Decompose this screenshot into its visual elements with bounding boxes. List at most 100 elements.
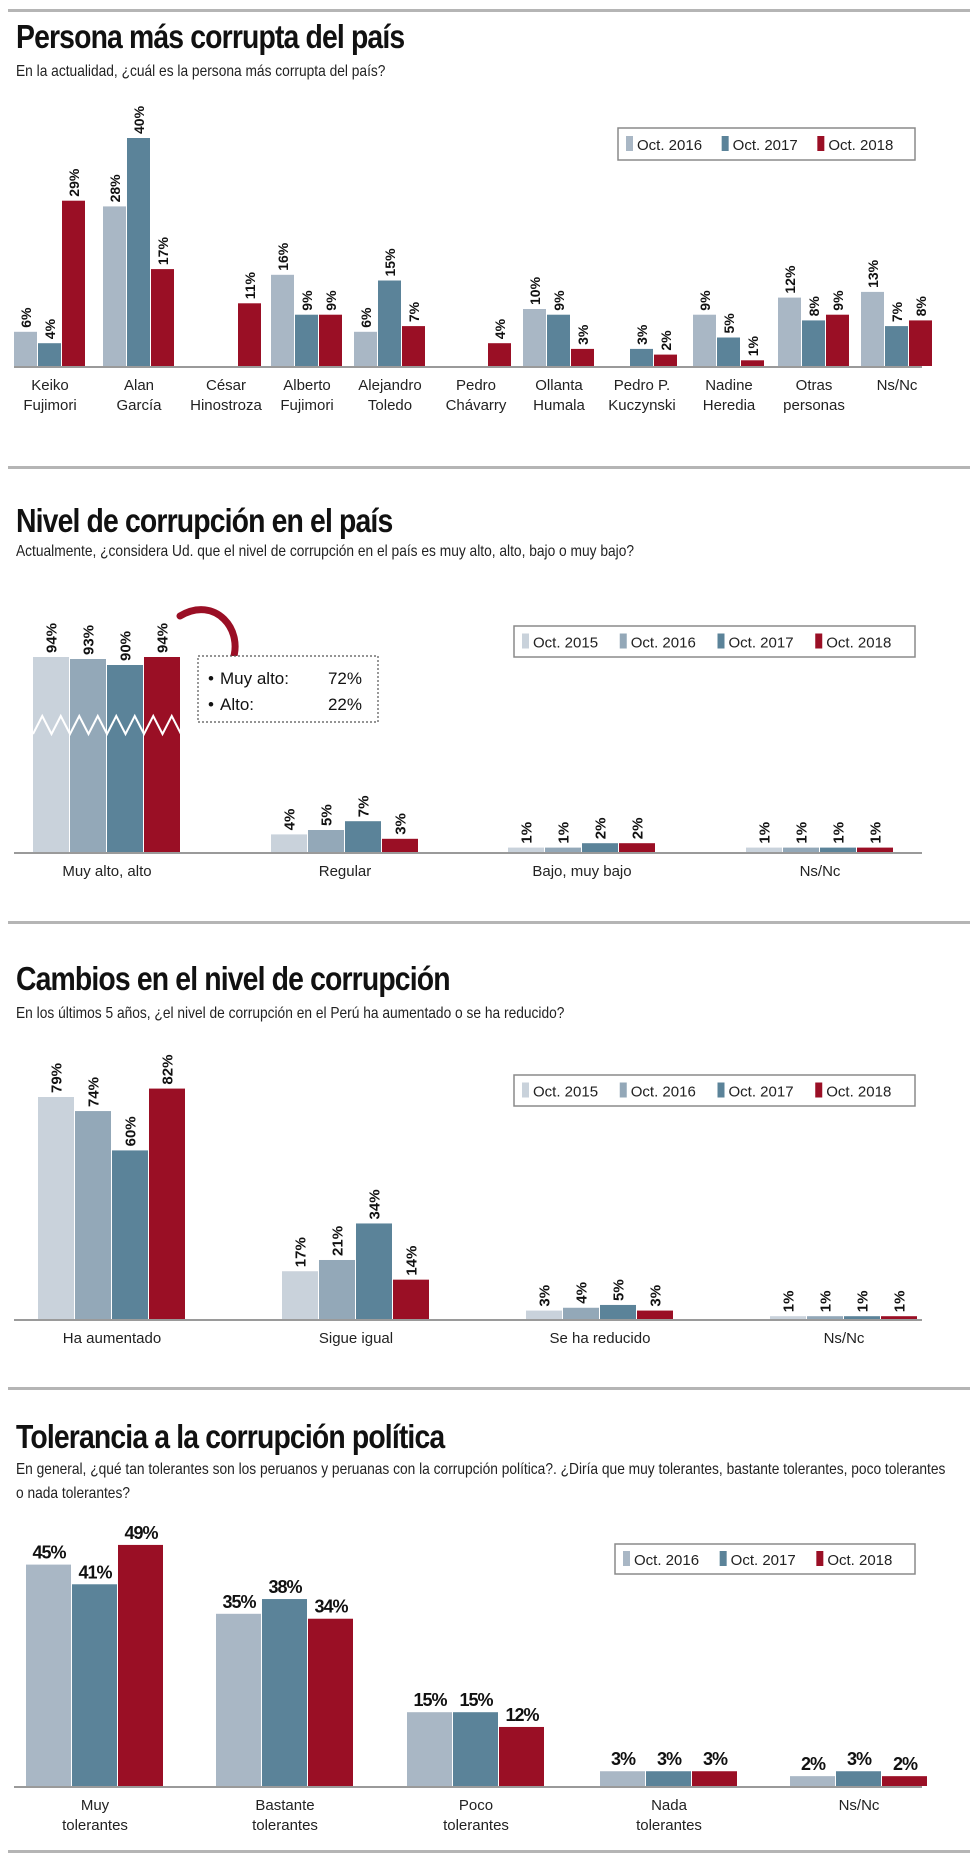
data-label: 4% (492, 318, 508, 339)
legend-swatch (815, 1082, 823, 1098)
bar-oct-2017 (802, 320, 825, 366)
data-label: 74% (86, 1077, 103, 1107)
bar-oct-2018 (619, 843, 655, 852)
bar-oct-2017 (38, 343, 61, 366)
bar-oct-2017 (107, 665, 143, 852)
bar-oct-2016 (354, 331, 377, 366)
data-label: 11% (242, 272, 258, 300)
bar-oct-2015 (770, 1316, 806, 1319)
callout-value: 22% (328, 695, 362, 714)
data-label: 21% (330, 1226, 347, 1256)
legend-label: Oct. 2015 (533, 1084, 598, 1101)
callout-value: 72% (328, 669, 362, 688)
data-label: 35% (222, 1592, 256, 1612)
category-label: Nadine (705, 377, 753, 394)
data-label: 4% (574, 1282, 591, 1304)
bar-oct-2017 (885, 326, 908, 366)
category-label: Otras (796, 377, 833, 394)
data-label: 6% (358, 307, 374, 328)
bar-oct-2016 (807, 1316, 843, 1319)
data-label: 3% (703, 1749, 728, 1769)
bar-oct-2016 (778, 297, 801, 366)
legend-label: Oct. 2016 (631, 635, 696, 652)
bar-oct-2018 (308, 1618, 353, 1786)
data-label: 3% (634, 324, 650, 345)
bar-oct-2017 (112, 1150, 148, 1319)
category-label: Pedro (456, 377, 496, 394)
data-label: 17% (293, 1237, 310, 1267)
data-label: 8% (806, 296, 822, 317)
category-label: Pedro P. (614, 377, 670, 394)
data-label: 3% (575, 324, 591, 345)
legend-box (617, 127, 916, 161)
bar-oct-2017 (844, 1316, 880, 1319)
data-label: 8% (913, 296, 929, 317)
data-label: 82% (160, 1055, 177, 1085)
data-label: 3% (393, 813, 410, 835)
chart-1-subtitle: En la actualidad, ¿cuál es la persona má… (16, 63, 386, 80)
data-label: 7% (356, 796, 373, 818)
data-label: 12% (782, 265, 798, 294)
category-label: Bajo, muy bajo (532, 863, 631, 880)
data-label: 9% (830, 290, 846, 311)
bar-oct-2018 (882, 1776, 927, 1786)
bar-oct-2017 (836, 1771, 881, 1786)
bar-oct-2018 (151, 269, 174, 366)
bar-oct-2015 (282, 1271, 318, 1319)
category-label: Ollanta (535, 377, 583, 394)
bar-oct-2018 (402, 326, 425, 366)
category-label: tolerantes (252, 1817, 318, 1834)
bar-oct-2018 (499, 1726, 544, 1786)
legend-label: Oct. 2017 (729, 1084, 794, 1101)
data-label: 15% (413, 1690, 447, 1710)
data-label: 3% (648, 1285, 665, 1307)
data-label: 94% (44, 623, 61, 653)
category-label: Bastante (255, 1797, 314, 1814)
legend-label: Oct. 2016 (634, 1552, 699, 1569)
data-label: 2% (630, 818, 647, 840)
category-label: Fujimori (280, 397, 333, 414)
category-label: César (206, 377, 246, 394)
legend-swatch (815, 633, 823, 649)
data-label: 7% (889, 301, 905, 322)
data-label: 28% (107, 174, 123, 203)
data-label: 4% (282, 809, 299, 831)
bar-oct-2017 (717, 337, 740, 366)
chart-4-subtitle: En general, ¿qué tan tolerantes son los … (16, 1461, 946, 1502)
category-label: Alberto (283, 377, 331, 394)
section-divider (8, 466, 970, 469)
legend-label: Oct. 2016 (631, 1084, 696, 1101)
category-label: Ns/Nc (877, 377, 918, 394)
data-label: 79% (49, 1063, 66, 1093)
section-divider (8, 9, 970, 12)
bar-oct-2017 (127, 138, 150, 366)
category-label: Heredia (703, 397, 756, 414)
bar-oct-2018 (62, 200, 85, 366)
data-label: 13% (865, 259, 881, 288)
legend-box (513, 625, 916, 658)
data-label: 3% (847, 1749, 872, 1769)
chart-2-subtitle: Actualmente, ¿considera Ud. que el nivel… (16, 543, 635, 560)
bar-oct-2016 (545, 847, 581, 852)
bar-oct-2016 (523, 309, 546, 366)
legend-label: Oct. 2017 (729, 635, 794, 652)
data-label: 34% (314, 1597, 348, 1617)
category-label: Muy (81, 1797, 110, 1814)
legend-box (513, 1074, 916, 1107)
bar-oct-2018 (319, 314, 342, 366)
bar-oct-2018 (382, 838, 418, 852)
data-label: 45% (32, 1543, 66, 1563)
legend-swatch (626, 136, 633, 151)
legend-box (614, 1543, 916, 1575)
bar-oct-2016 (563, 1307, 599, 1319)
category-label: personas (783, 397, 845, 414)
bar-oct-2017 (356, 1223, 392, 1319)
data-label: 3% (537, 1285, 554, 1307)
bar-oct-2018 (637, 1310, 673, 1319)
bar-oct-2018 (238, 303, 261, 366)
chart-4-title: Tolerancia a la corrupción política (16, 1418, 445, 1455)
legend-label: Oct. 2018 (827, 1552, 892, 1569)
category-label: tolerantes (62, 1817, 128, 1834)
callout-box (197, 655, 379, 723)
